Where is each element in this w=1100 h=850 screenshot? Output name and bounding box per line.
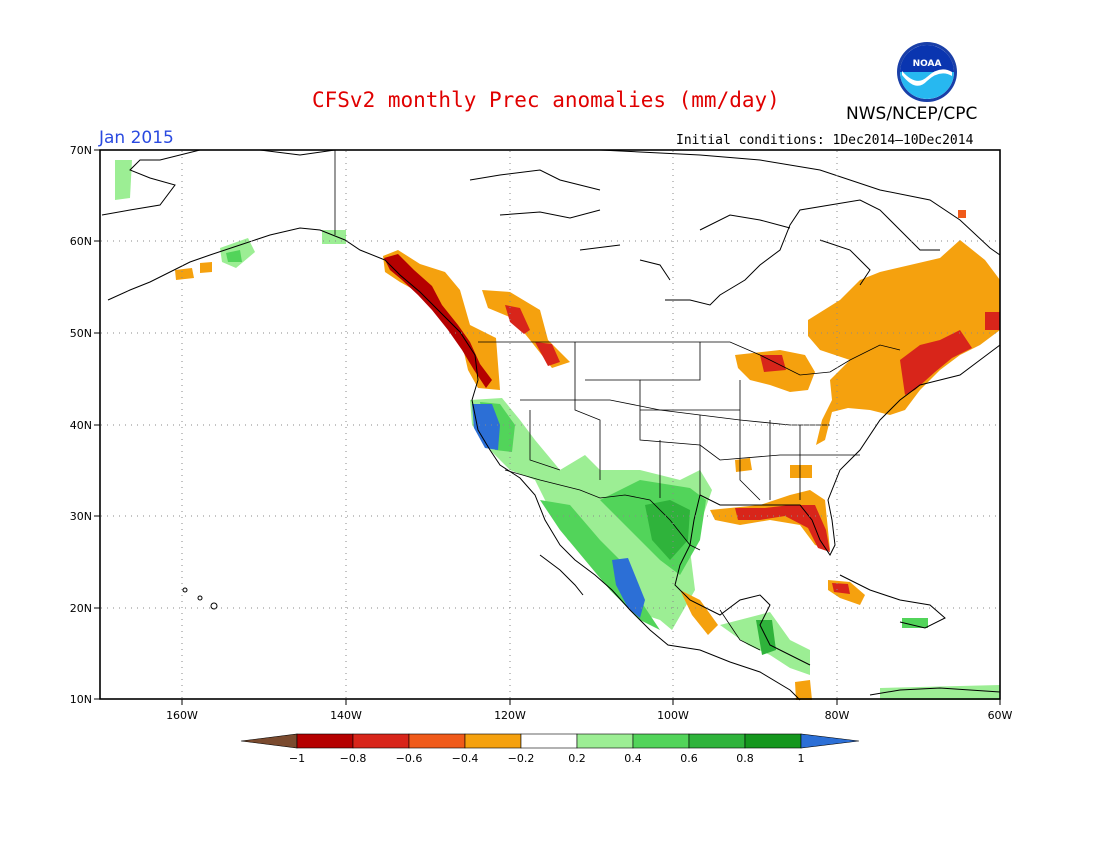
colorbar-swatch-2 [352,733,410,749]
colorbar [240,733,860,749]
dry-region-south-america [795,680,812,700]
wet-region-caribbean-islands [902,618,928,628]
colorbar-swatch-4 [464,733,522,749]
dry-region-great-lakes-red [760,355,786,372]
dry-region-labrador-red [985,312,1000,330]
colorbar-lower-arrow [240,733,298,749]
lon-label-160w: 160W [166,709,198,722]
dry-region-quebec [808,240,1000,445]
wet-region-west-coast [470,398,712,630]
wet-region-arctic [115,160,132,200]
colorbar-swatch-7 [632,733,690,749]
dry-region-idaho-red [505,305,530,334]
colorbar-swatch-1 [296,733,354,749]
tick-marks [94,149,1001,705]
lon-label-140w: 140W [330,709,362,722]
lat-label-20n: 20N [70,602,92,615]
colorbar-swatch-8 [688,733,746,749]
colorbar-swatch-5 [520,733,578,749]
dry-region-cuba-red [832,583,850,594]
wet-region-alaska-dark [226,250,242,262]
dry-region-gulf-coast-red [735,505,830,552]
lat-label-50n: 50N [70,327,92,340]
colorbar-label-1: −1 [289,752,305,765]
dry-region-tennessee [790,465,812,478]
grid [101,151,999,699]
map-frame [99,149,1001,700]
dry-region-southeast-spots [735,458,752,472]
lon-label-60w: 60W [988,709,1013,722]
very-wet-region-mexico-pacific [612,558,645,618]
agency-label: NWS/NCEP/CPC [846,104,978,124]
lat-label-70n: 70N [70,144,92,157]
lon-label-120w: 120W [494,709,526,722]
noaa-logo: NOAA [897,42,957,102]
colorbar-label-2: −0.8 [340,752,367,765]
forecast-period: Jan 2015 [99,128,174,148]
dry-region-alaska-west [175,268,194,280]
dry-region-northeast-red [900,330,972,395]
chart-title: CFSv2 monthly Prec anomalies (mm/day) [312,88,780,112]
colorbar-label-7: 0.4 [624,752,642,765]
svg-text:NOAA: NOAA [913,59,942,69]
dry-region-greenland-spot [958,210,966,218]
very-dry-coast-bc [384,254,492,388]
colorbar-label-5: −0.2 [508,752,535,765]
anomaly-shading [115,160,1000,700]
lat-label-60n: 60N [70,235,92,248]
colorbar-swatch-9 [744,733,802,749]
colorbar-label-8: 0.6 [680,752,698,765]
colorbar-swatch-3 [408,733,466,749]
lat-label-40n: 40N [70,419,92,432]
colorbar-upper-arrow [800,733,860,749]
dry-region-alaska-spot [200,262,212,273]
colorbar-label-9: 0.8 [736,752,754,765]
wet-region-south-america [880,685,1000,700]
lat-label-30n: 30N [70,510,92,523]
colorbar-swatch-6 [576,733,634,749]
dry-region-yucatan [680,590,718,635]
colorbar-label-3: −0.6 [396,752,423,765]
dry-region-montana-red [535,342,560,366]
colorbar-label-4: −0.4 [452,752,479,765]
lon-label-80w: 80W [825,709,850,722]
very-wet-region-california [472,404,500,450]
wet-region-texas-dark [645,500,690,560]
initial-conditions: Initial conditions: 1Dec2014—10Dec2014 [676,133,974,148]
colorbar-label-6: 0.2 [568,752,586,765]
borders [334,150,901,651]
colorbar-label-10: 1 [798,752,805,765]
lat-label-10n: 10N [70,693,92,706]
lon-label-100w: 100W [657,709,689,722]
